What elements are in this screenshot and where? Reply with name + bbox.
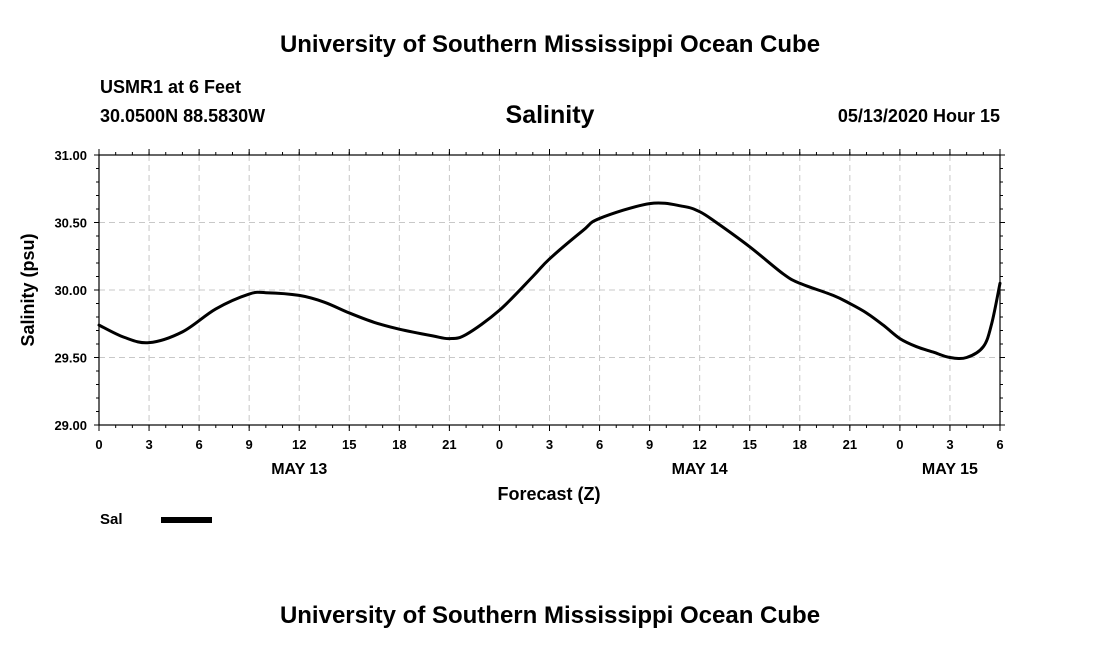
x-tick-label: 6	[596, 437, 603, 452]
y-tick-label: 29.00	[54, 418, 87, 433]
chart-title: Salinity	[505, 101, 595, 129]
station-label: USMR1 at 6 Feet	[100, 77, 242, 97]
x-tick-label: 0	[496, 437, 503, 452]
forecast-date: 05/13/2020 Hour 15	[837, 106, 1000, 126]
y-tick-label: 30.50	[54, 216, 87, 231]
grid	[99, 155, 1000, 425]
x-tick-label: 15	[742, 437, 756, 452]
x-tick-label: 6	[996, 437, 1003, 452]
date-label: MAY 15	[922, 461, 978, 478]
axis-ticks: 29.00 29.50 30.00 30.50 31.00 0 3 6 9 12 15 18 21 0 3 6…	[54, 148, 1005, 478]
x-tick-label: 18	[392, 437, 406, 452]
x-tick-label: 12	[292, 437, 306, 452]
y-tick-label: 30.00	[54, 283, 87, 298]
x-tick-label: 0	[896, 437, 903, 452]
x-tick-label: 9	[246, 437, 253, 452]
page-title: University of Southern Mississippi Ocean…	[279, 31, 821, 58]
footer-title: University of Southern Mississippi Ocean…	[279, 602, 821, 629]
y-tick-label: 31.00	[54, 148, 87, 163]
y-tick-label: 29.50	[54, 351, 87, 366]
y-axis-title: Salinity (psu)	[18, 233, 38, 346]
legend-label: Sal	[100, 511, 123, 528]
x-tick-label: 21	[442, 437, 456, 452]
x-tick-label: 12	[692, 437, 706, 452]
x-axis-title: Forecast (Z)	[497, 484, 600, 504]
date-label: MAY 14	[672, 461, 728, 478]
x-tick-label: 18	[793, 437, 807, 452]
x-tick-label: 15	[342, 437, 356, 452]
station-coordinates: 30.0500N 88.5830W	[100, 106, 266, 126]
x-tick-label: 3	[145, 437, 152, 452]
series-line-sal	[97, 201, 1002, 361]
date-label: MAY 13	[271, 461, 327, 478]
x-tick-label: 3	[546, 437, 553, 452]
x-tick-label: 6	[195, 437, 202, 452]
x-tick-label: 0	[95, 437, 102, 452]
x-tick-label: 9	[646, 437, 653, 452]
x-tick-label: 3	[946, 437, 953, 452]
x-tick-label: 21	[843, 437, 857, 452]
